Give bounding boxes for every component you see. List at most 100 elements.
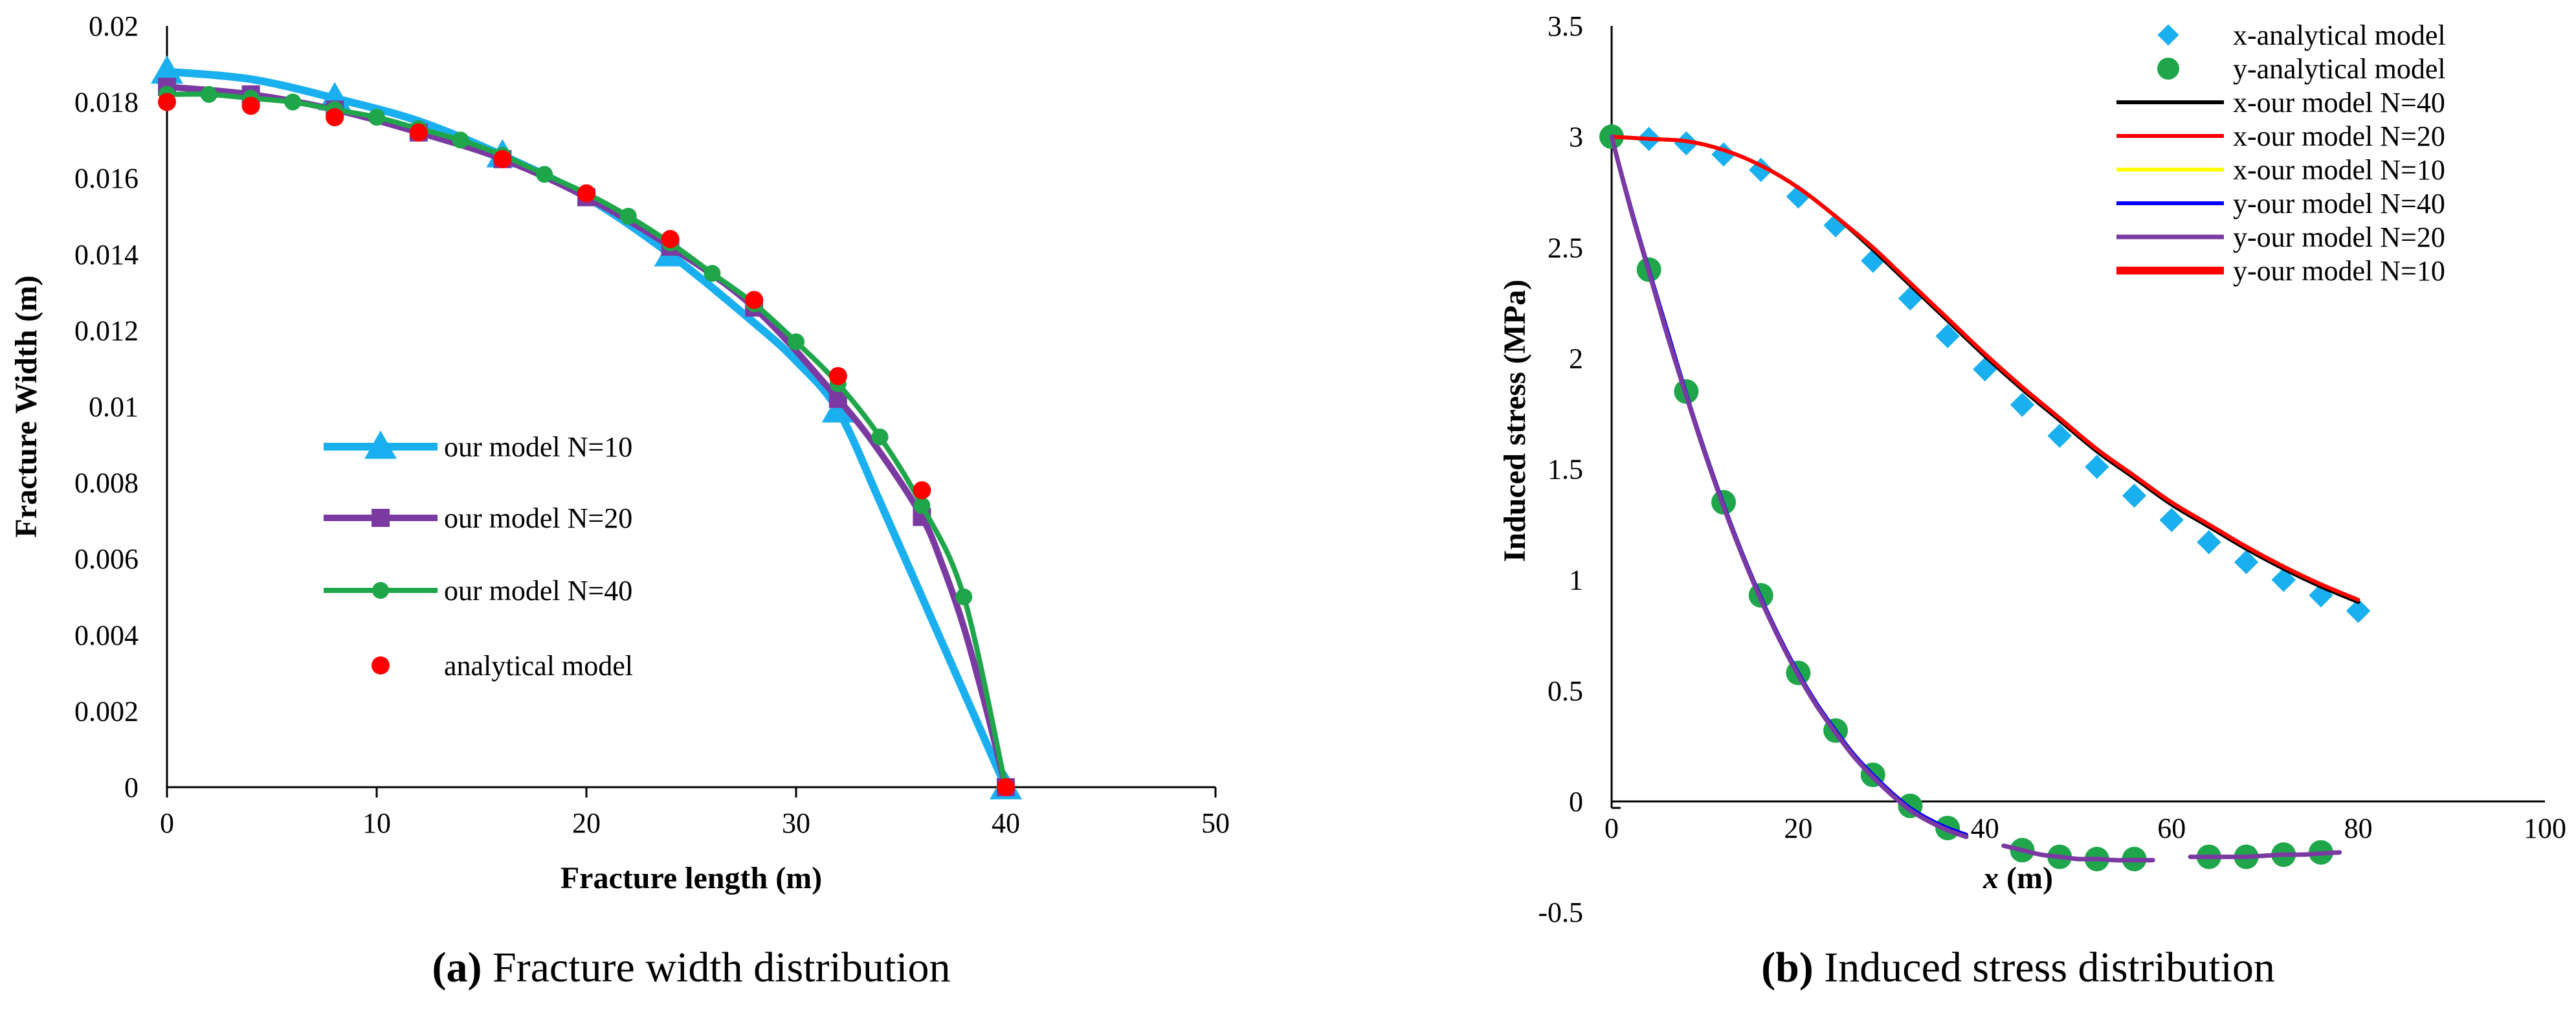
chart-b-data-point [2085,454,2109,479]
chart-b-data-point [1898,286,1923,311]
chart-b-y-tick-label: 0 [1569,786,1583,818]
chart-a-legend-marker [372,656,390,675]
chart-b-data-point [2010,392,2035,418]
chart-a-legend-marker [372,509,390,527]
chart-a-data-point [745,291,764,309]
chart-b-caption: (b) Induced stress distribution [1761,944,2275,991]
chart-b-y-tick-label: 2 [1569,342,1583,374]
chart-a-data-point [997,778,1015,796]
chart-a-data-point [493,150,512,168]
chart-b: -0.500.511.522.533.5 0 20 40 60 80 100 x (m) … [1498,10,2566,991]
chart-a-legend-marker [372,582,389,599]
chart-a-data-point [661,230,680,249]
chart-a-legend-label: analytical model [444,650,633,682]
chart-a-data-point [200,85,217,103]
chart-a-data-point [828,366,847,385]
chart-b-y-tick-label: 3 [1569,121,1583,153]
chart-a-y-tick-label: 0.008 [74,467,139,499]
chart-a-data-point [619,208,637,225]
chart-b-legend-label: x-our model N=20 [2233,120,2445,152]
chart-a-x-tick-label: 0 [160,807,174,839]
chart-b-x-tick-label: 60 [2157,812,2186,844]
chart-b-series-7 [1609,134,2342,863]
chart-a-data-point [704,265,721,282]
chart-b-legend-label: y-our model N=40 [2233,188,2445,219]
chart-a-series-4 [158,93,1015,796]
chart-a-data-point [536,166,553,183]
chart-b-y-tick-label: 0.5 [1548,675,1583,707]
chart-a-data-point [821,394,854,423]
chart-a-data-point [913,481,931,500]
chart-b-x-tick-label: 100 [2524,812,2566,844]
chart-b-data-point [2047,423,2072,448]
chart-a-y-tick-label: 0.016 [74,162,139,194]
chart-a-y-tick-label: 0.01 [89,391,139,423]
chart-b-legend-label: y-our model N=10 [2233,255,2445,287]
chart-b-y-tick-label: 1 [1569,564,1583,596]
chart-b-legend-label: x-our model N=10 [2233,154,2445,186]
chart-b-y-tick-label: 1.5 [1548,454,1583,486]
chart-a-y-tick-label: 0.02 [89,10,139,42]
chart-a-x-tick-label: 20 [572,807,601,839]
chart-a-data-point [368,109,385,126]
chart-b-data-point [1935,324,1960,348]
chart-b-x-axis-title: x (m) [1982,861,2053,895]
chart-a-legend-marker [364,430,397,459]
chart-a-y-tick-label: 0 [124,772,139,803]
chart-b-legend-marker [2157,58,2179,80]
chart-a-x-tick-label: 30 [782,807,810,839]
chart-b-y-tick-label: 3.5 [1548,10,1583,42]
chart-b-data-point [2197,530,2221,555]
chart-a-y-tick-label: 0.004 [74,620,139,651]
chart-a-data-point [284,93,302,111]
chart-b-legend-label: x-analytical model [2233,19,2446,51]
chart-a-x-tick-label: 40 [992,807,1020,839]
chart-b-series-line [2001,843,2155,863]
chart-a-data-point [788,333,805,351]
chart-b-data-point [2234,550,2259,575]
chart-b-legend-label: y-analytical model [2233,53,2446,85]
chart-a-y-tick-label: 0.006 [74,543,139,575]
chart-a-legend-label: our model N=10 [444,431,632,463]
chart-a-data-point [871,429,889,446]
chart-b-data-point [2346,598,2371,623]
chart-b-series-line [1609,134,1969,840]
chart-a-series-line [163,67,1010,791]
chart-b-data-point [1674,131,1699,156]
chart-a-data-point [326,108,344,127]
chart-a-y-tick-label: 0.014 [74,239,139,271]
chart-b-data-point [2122,483,2147,508]
chart-b-data-point [1711,142,1736,167]
chart-a-legend: our model N=10 our model N=20 our model N=… [324,430,633,682]
chart-a-x-tick-label: 50 [1201,807,1230,839]
chart-a-data-point [913,497,931,514]
chart-b-legend-label: y-our model N=20 [2233,221,2445,253]
chart-a-data-point [409,123,428,142]
chart-a-y-tick-label: 0.012 [74,315,139,346]
chart-a-data-point [158,93,176,111]
chart-b-y-tick-label: 2.5 [1548,232,1583,263]
chart-a-y-axis-title: Fracture Width (m) [9,275,43,537]
chart-a-data-point [452,131,469,149]
chart-a-x-tick-label: 10 [362,807,391,839]
chart-b-series-line [1610,135,2360,602]
chart-b-x-tick-label: 20 [1784,812,1812,844]
chart-b-y-tick-label: -0.5 [1538,897,1583,928]
chart-a-y-tick-label: 0.018 [74,87,139,118]
chart-a-data-point [241,96,260,115]
chart-b-x-tick-label: 40 [1971,812,1999,844]
chart-a-legend-label: our model N=20 [444,502,632,534]
chart-b-legend-label: x-our model N=40 [2233,87,2445,118]
chart-a-caption: (a) Fracture width distribution [432,944,950,991]
chart-b-x-tick-label: 80 [2344,812,2373,844]
chart-b-x-tick-label: 0 [1604,812,1619,844]
chart-b-series-line [2188,850,2342,860]
chart-b-y-axis-title: Induced stress (MPa) [1498,280,1532,562]
chart-a-data-point [577,184,595,203]
chart-a: 0 0.002 0.004 0.006 0.008 0.01 0.012 0.014 0.016… [9,10,1230,991]
chart-a-legend-label: our model N=40 [444,575,632,607]
chart-a-data-point [955,588,973,605]
chart-a-y-tick-label: 0.002 [74,695,139,727]
